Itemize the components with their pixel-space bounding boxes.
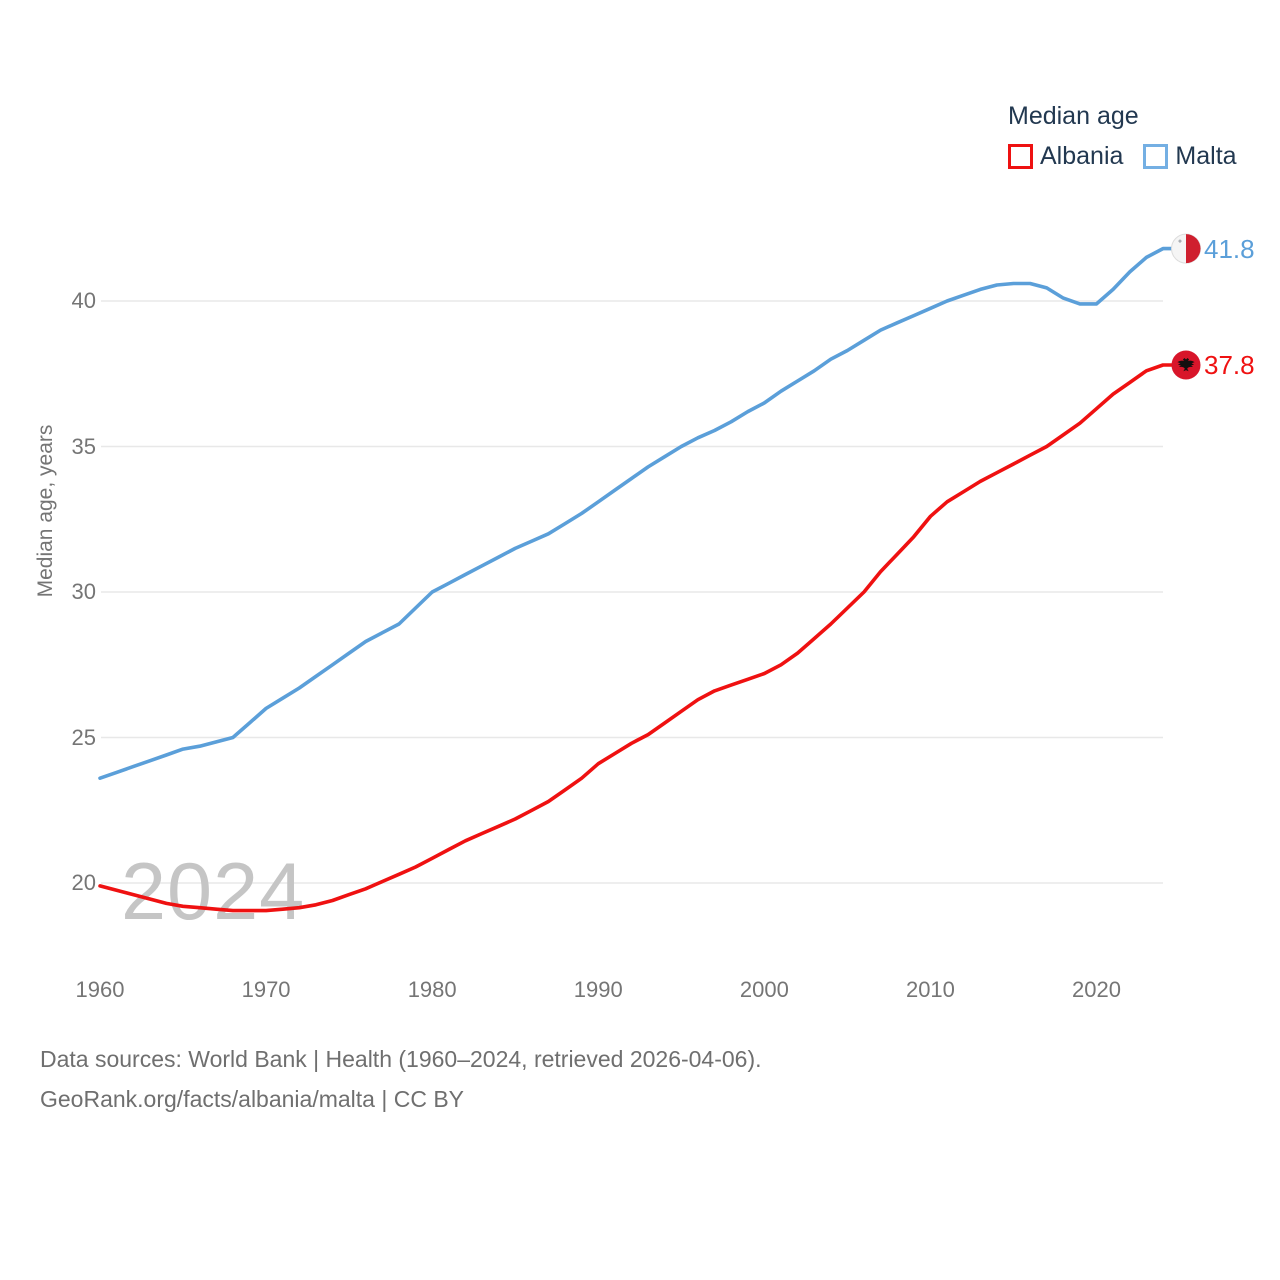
x-tick-label: 1970 <box>241 977 291 1002</box>
watermark-year: 2024 <box>121 847 305 937</box>
malta-end-value: 41.8 <box>1204 233 1255 264</box>
legend-item-malta[interactable]: Malta <box>1143 142 1237 171</box>
y-tick-label: 35 <box>71 433 96 459</box>
gridlines <box>101 300 1163 884</box>
malta-legend-label: Malta <box>1175 142 1237 170</box>
y-tick-label: 25 <box>71 724 96 750</box>
albania-legend-swatch <box>1008 144 1033 169</box>
albania-line <box>98 363 1176 913</box>
x-tick-label: 1960 <box>75 977 125 1002</box>
x-tick-label: 2000 <box>739 977 789 1002</box>
x-tick-label: 2020 <box>1072 977 1121 1002</box>
footer-source-line: Data sources: World Bank | Health (1960–… <box>40 1046 762 1072</box>
legend: Albania Malta <box>1008 142 1237 171</box>
albania-flag-icon <box>1171 350 1201 380</box>
albania-legend-label: Albania <box>1040 142 1124 170</box>
malta-flag-icon <box>1171 233 1201 264</box>
legend-item-albania[interactable]: Albania <box>1008 142 1123 171</box>
y-axis-title: Median age, years <box>34 424 57 598</box>
x-tick-label: 1980 <box>407 977 457 1002</box>
x-tick-label: 2010 <box>905 977 955 1002</box>
y-tick-label: 40 <box>71 288 96 313</box>
y-tick-label: 20 <box>71 870 96 895</box>
malta-legend-swatch <box>1143 144 1169 169</box>
legend-title: Median age <box>1008 102 1139 130</box>
albania-end-value: 37.8 <box>1204 350 1255 381</box>
malta-line <box>98 246 1176 780</box>
x-tick-label: 1990 <box>573 977 623 1002</box>
y-tick-label: 30 <box>71 579 96 604</box>
footer-url-line[interactable]: GeoRank.org/facts/albania/malta | CC BY <box>40 1086 465 1112</box>
